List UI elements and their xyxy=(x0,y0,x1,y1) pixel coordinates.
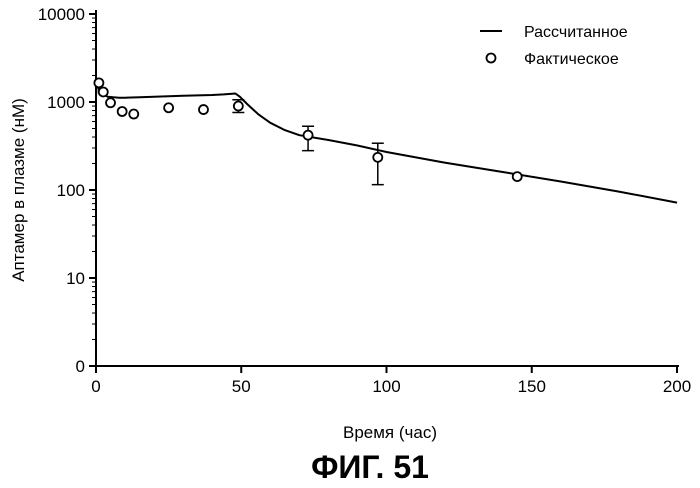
data-point-actual xyxy=(373,153,382,162)
x-tick-label: 50 xyxy=(232,377,251,396)
x-tick-label: 150 xyxy=(518,377,546,396)
x-tick-label: 200 xyxy=(663,377,691,396)
x-tick-label: 100 xyxy=(372,377,400,396)
data-point-actual xyxy=(513,172,522,181)
y-tick-label: 10000 xyxy=(38,5,85,24)
data-point-actual xyxy=(94,78,103,87)
y-tick-label: 1000 xyxy=(47,93,85,112)
x-axis-title: Время (час) xyxy=(343,423,437,442)
legend: Рассчитанное Фактическое xyxy=(480,24,628,68)
data-point-actual xyxy=(118,107,127,116)
data-point-actual xyxy=(234,102,243,111)
data-point-actual xyxy=(199,105,208,114)
legend-label: Фактическое xyxy=(524,51,619,68)
y-tick-label: 10 xyxy=(66,269,85,288)
legend-label: Рассчитанное xyxy=(524,24,628,41)
y-tick-label: 100 xyxy=(57,181,85,200)
figure-caption: ФИГ. 51 xyxy=(311,449,429,485)
series-line-calculated xyxy=(96,81,677,203)
legend-circle-marker xyxy=(487,54,496,63)
data-point-actual xyxy=(99,87,108,96)
data-point-actual xyxy=(129,110,138,119)
y-axis-title: Аптамер в плазме (нМ) xyxy=(9,98,28,282)
series-layer xyxy=(94,78,677,202)
data-point-actual xyxy=(106,98,115,107)
y-tick-label: 0 xyxy=(76,357,85,376)
x-tick-label: 0 xyxy=(91,377,100,396)
data-point-actual xyxy=(164,103,173,112)
data-point-actual xyxy=(304,131,313,140)
